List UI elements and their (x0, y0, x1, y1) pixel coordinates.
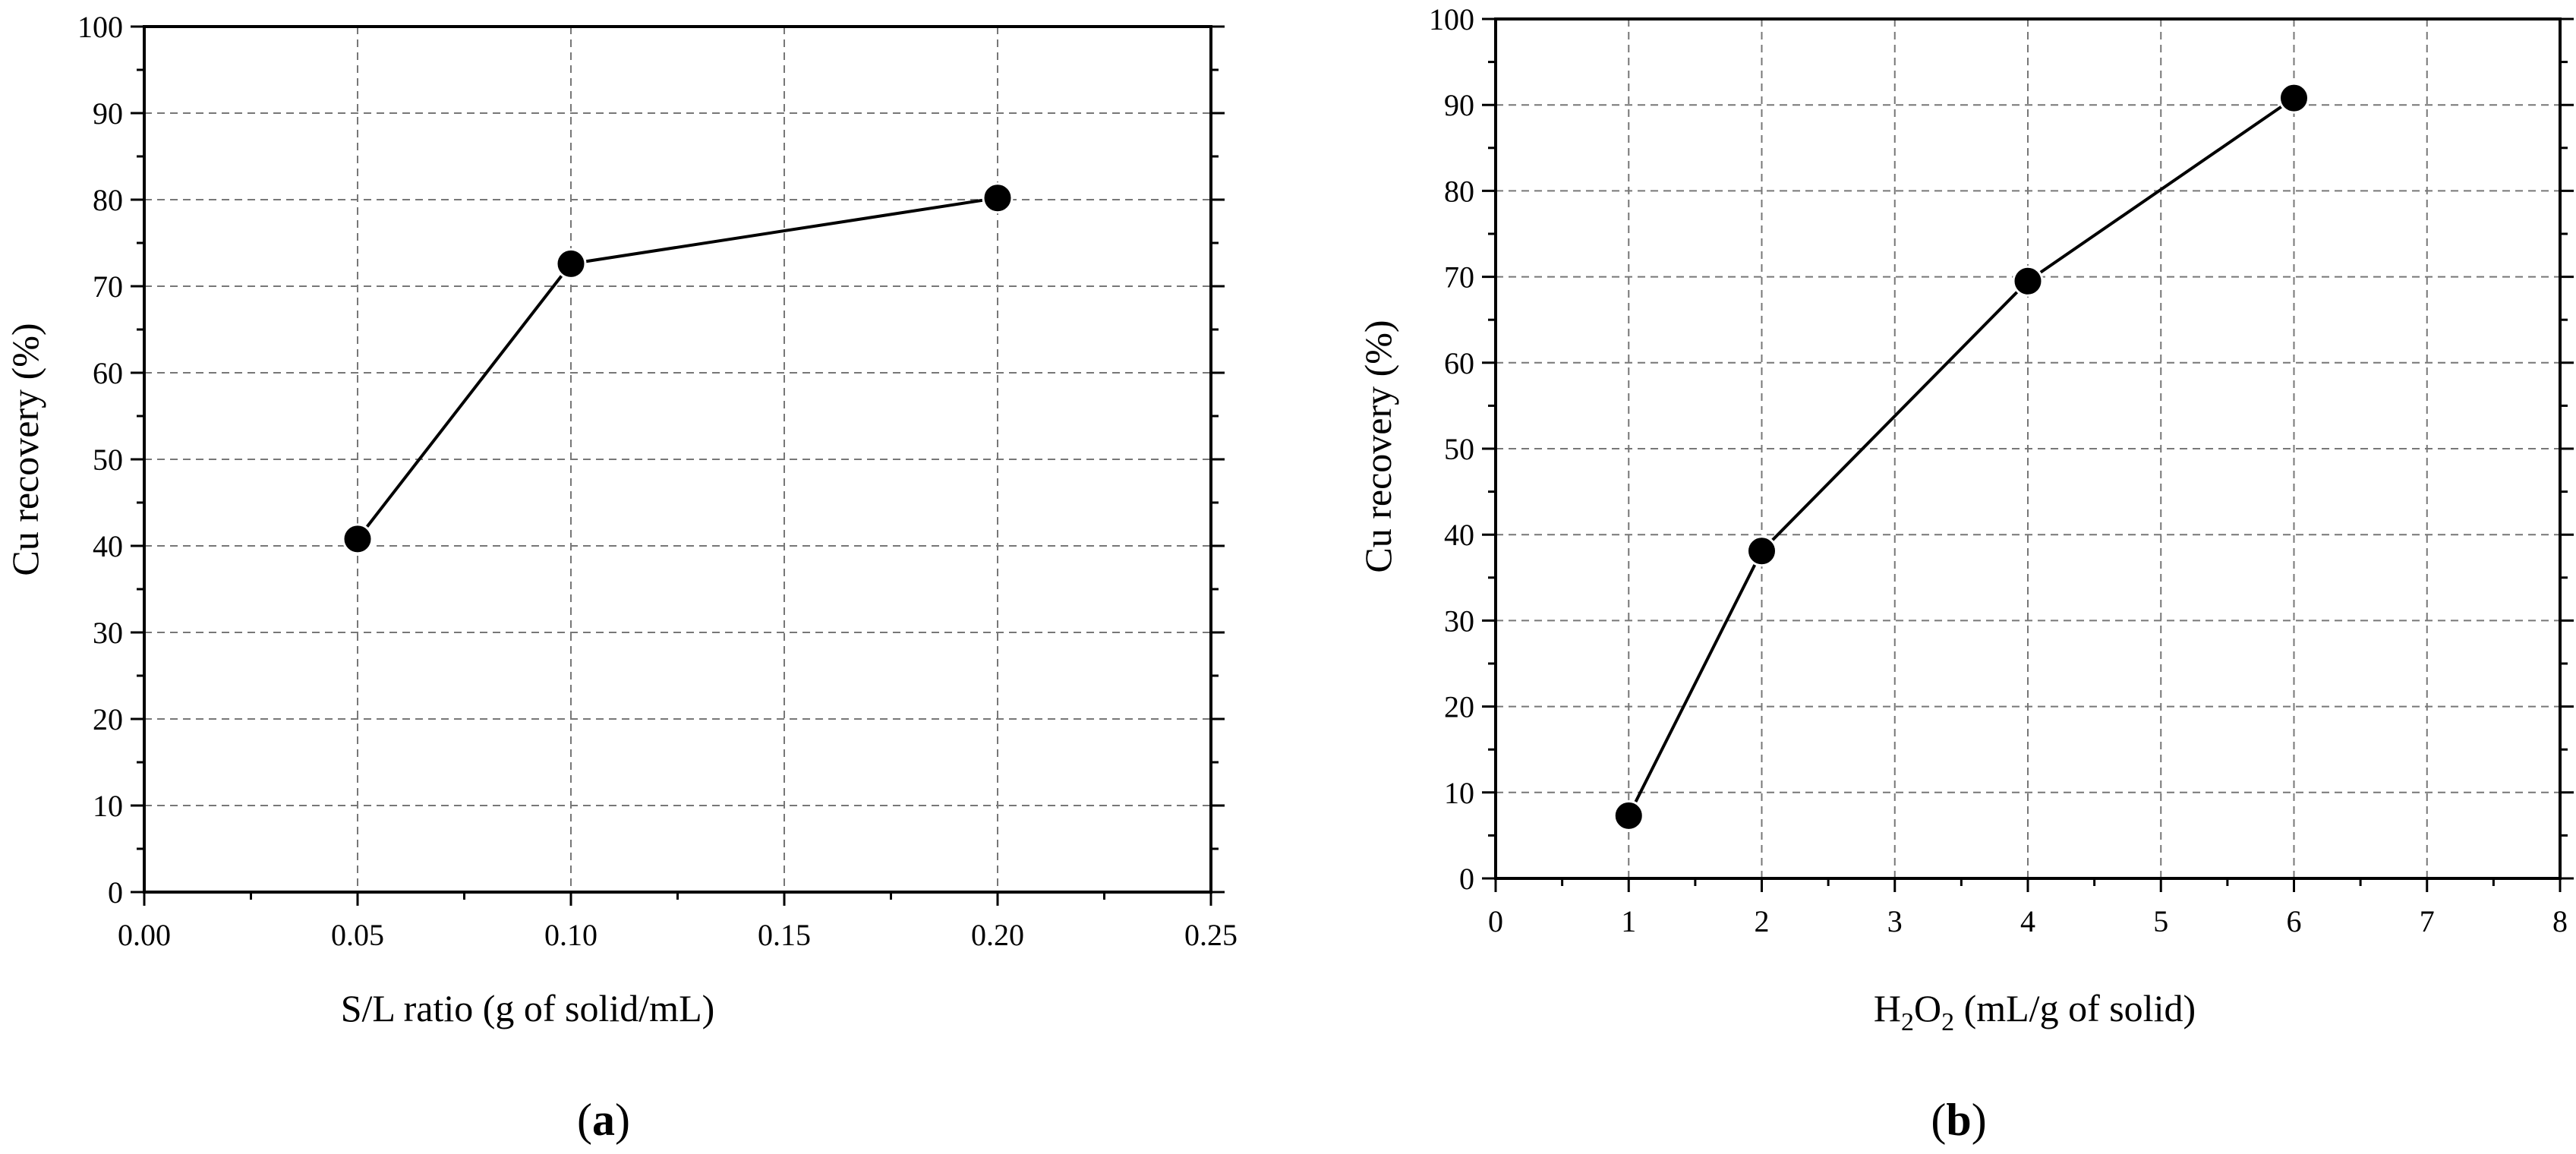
panel-letter-b: b (1946, 1095, 1971, 1145)
x-tick-label: 6 (2287, 904, 2302, 938)
x-tick-label: 5 (2153, 904, 2168, 938)
series-line-a (356, 196, 998, 541)
panel-label-a: (a) (577, 1095, 630, 1145)
y-tick-label: 70 (93, 270, 123, 304)
data-point (555, 248, 587, 279)
panel-label-b: (b) (1931, 1095, 1986, 1145)
grid-a (144, 27, 1211, 892)
x-axis-title-b-o: O (1914, 987, 1941, 1029)
y-tick-label: 40 (1444, 518, 1474, 552)
y-tick-label: 60 (1444, 346, 1474, 380)
series-line-b (1627, 96, 2295, 817)
x-axis-title-b-rest: (mL/g of solid) (1954, 987, 2196, 1029)
tick-labels-a: 0.00 0.05 0.10 0.15 0.20 0.25 0 10 20 30 40 50 60 70 8… (77, 10, 1238, 952)
x-tick-label: 3 (1887, 904, 1903, 938)
x-tick-label: 2 (1755, 904, 1770, 938)
y-tick-label: 90 (1444, 88, 1474, 122)
y-tick-label: 80 (1444, 174, 1474, 208)
data-point (2278, 82, 2310, 114)
y-tick-label: 30 (93, 616, 123, 650)
x-tick-label: 0 (1488, 904, 1503, 938)
panel-letter-a: a (592, 1095, 615, 1145)
x-tick-label: 0.15 (758, 918, 811, 952)
y-tick-label: 100 (77, 10, 123, 44)
data-point (1613, 799, 1644, 831)
y-tick-label: 30 (1444, 604, 1474, 638)
y-tick-label: 40 (93, 529, 123, 563)
y-tick-label: 20 (1444, 690, 1474, 724)
x-tick-label: 0.00 (118, 918, 171, 952)
data-point (2012, 265, 2044, 297)
ticks-b (1482, 17, 2574, 892)
y-tick-label: 50 (93, 443, 123, 477)
y-tick-label: 10 (1444, 776, 1474, 810)
data-points-a (342, 182, 1014, 555)
x-axis-title-b-sub2: 2 (1941, 1008, 1954, 1036)
plot-frame-a (143, 25, 1212, 894)
x-tick-label: 8 (2552, 904, 2568, 938)
x-tick-label: 4 (2020, 904, 2035, 938)
y-tick-label: 0 (1459, 862, 1474, 896)
y-tick-label: 90 (93, 96, 123, 131)
plot-frame-b (1494, 17, 2562, 880)
data-points-b (1613, 82, 2310, 831)
y-tick-label: 60 (93, 356, 123, 390)
x-axis-title-b-h: H (1874, 987, 1901, 1029)
x-axis-title-b-sub1: 2 (1901, 1008, 1914, 1036)
y-tick-label: 70 (1444, 260, 1474, 295)
y-tick-label: 20 (93, 702, 123, 736)
x-axis-title-b: H2O2 (mL/g of solid) (1874, 987, 2196, 1036)
x-tick-label: 0.25 (1184, 918, 1238, 952)
y-tick-label: 100 (1429, 2, 1474, 36)
y-tick-label: 80 (93, 183, 123, 217)
ticks-a (131, 25, 1225, 906)
x-tick-label: 0.05 (331, 918, 384, 952)
data-point (342, 523, 374, 555)
y-tick-label: 50 (1444, 432, 1474, 466)
y-tick-label: 0 (108, 875, 123, 910)
chart-panel-a: 0.00 0.05 0.10 0.15 0.20 0.25 0 10 20 30 40 50 60 70 8… (4, 10, 1238, 1145)
x-tick-label: 7 (2420, 904, 2435, 938)
x-tick-label: 0.10 (544, 918, 597, 952)
y-axis-title-a: Cu recovery (%) (4, 323, 46, 575)
x-tick-label: 0.20 (971, 918, 1024, 952)
x-tick-label: 1 (1621, 904, 1636, 938)
y-tick-label: 10 (93, 789, 123, 823)
grid-b (1496, 19, 2560, 878)
data-point (982, 182, 1014, 214)
x-axis-title-a: S/L ratio (g of solid/mL) (341, 987, 715, 1029)
data-point (1746, 535, 1777, 567)
y-axis-title-b: Cu recovery (%) (1357, 320, 1399, 572)
